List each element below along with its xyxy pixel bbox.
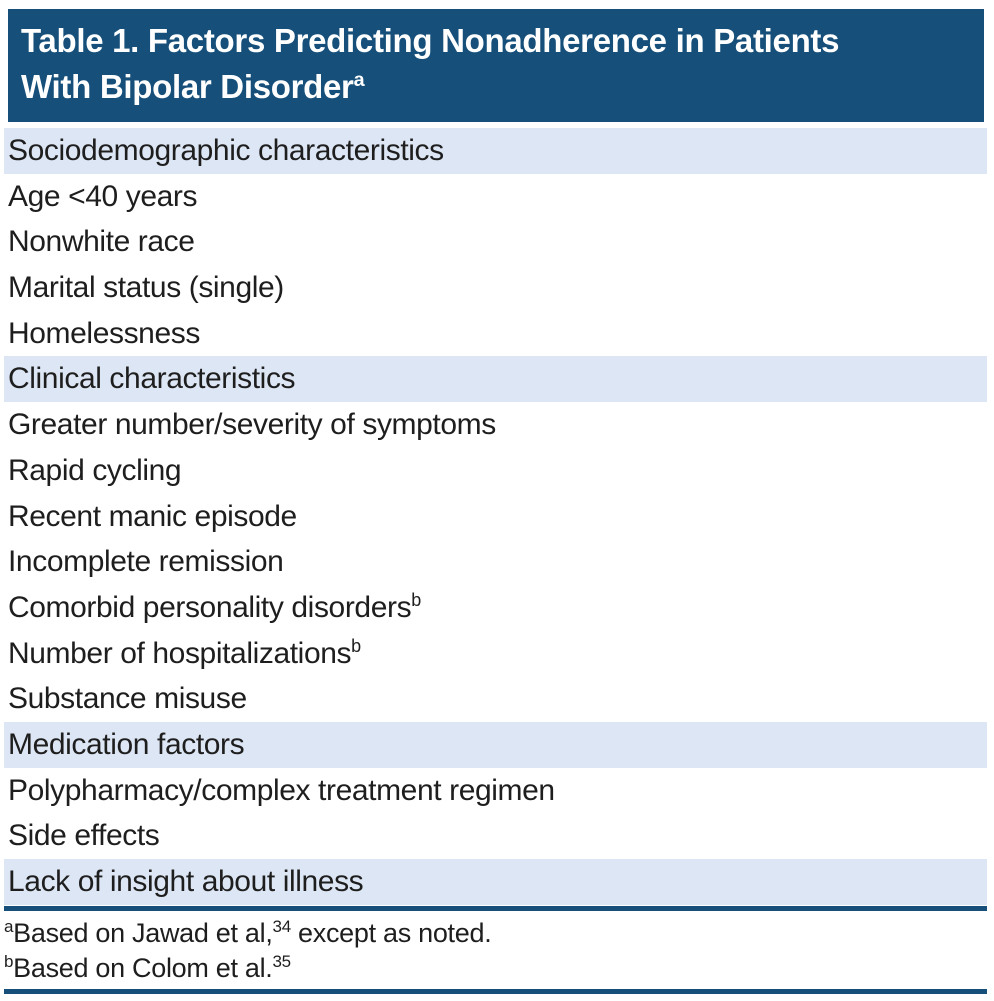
row-label: Greater number/severity of symptoms [8, 408, 496, 442]
table-body: Sociodemographic characteristics Age <40 … [4, 128, 987, 905]
reference-number: 34 [272, 917, 292, 936]
table-title: Table 1. Factors Predicting Nonadherence… [21, 18, 972, 110]
table-row: Marital status (single) [4, 265, 987, 311]
footnote-text-suffix: except as noted. [290, 918, 492, 948]
table-row: Rapid cycling [4, 448, 987, 494]
row-label: Clinical characteristics [8, 362, 296, 396]
table-row: Side effects [4, 813, 987, 859]
footnote-marker: a [4, 917, 14, 936]
row-label: Medication factors [8, 727, 245, 761]
row-label: Homelessness [8, 316, 200, 350]
footnote-marker: b [411, 589, 421, 610]
row-label: Nonwhite race [8, 225, 195, 259]
section-row: Lack of insight about illness [4, 859, 987, 905]
table-title-footnote-marker: a [353, 69, 365, 91]
row-label: Marital status (single) [8, 271, 284, 305]
section-row: Medication factors [4, 721, 987, 768]
row-label: Polypharmacy/complex treatment regimen [8, 773, 555, 807]
row-label: Side effects [8, 819, 160, 853]
row-label: Sociodemographic characteristics [8, 134, 444, 167]
table-row: Homelessness [4, 311, 987, 357]
footnote-text: Based on Colom et al. [13, 953, 273, 983]
footnote-line: aBased on Jawad et al,34 except as noted… [4, 916, 987, 951]
row-label: Lack of insight about illness [8, 865, 364, 898]
footnote-marker: b [4, 952, 14, 971]
table-row: Age <40 years [4, 174, 987, 220]
table-title-line2: With Bipolar Disorder [21, 68, 354, 105]
table-row: Recent manic episode [4, 494, 987, 540]
row-label: Substance misuse [8, 682, 247, 716]
table-row: Substance misuse [4, 676, 987, 722]
table-bottom-rule [4, 906, 987, 911]
footnotes: aBased on Jawad et al,34 except as noted… [4, 916, 987, 986]
figure-bottom-rule [4, 989, 987, 994]
reference-number: 35 [272, 952, 292, 971]
footnote-text: Based on Jawad et al, [13, 918, 273, 948]
table-title-line1: Table 1. Factors Predicting Nonadherence… [21, 22, 840, 59]
table-row: Number of hospitalizationsb [4, 631, 987, 677]
footnote-line: bBased on Colom et al.35 [4, 951, 987, 986]
row-label: Number of hospitalizations [8, 636, 352, 670]
table-row: Greater number/severity of symptoms [4, 402, 987, 448]
footnote-marker: b [351, 635, 361, 656]
table-row: Comorbid personality disordersb [4, 585, 987, 631]
table-title-bar: Table 1. Factors Predicting Nonadherence… [8, 9, 984, 122]
section-row: Clinical characteristics [4, 356, 987, 403]
section-row: Sociodemographic characteristics [4, 128, 987, 174]
row-label: Age <40 years [8, 179, 198, 213]
row-label: Incomplete remission [8, 545, 284, 579]
row-label: Rapid cycling [8, 453, 182, 487]
table-row: Incomplete remission [4, 539, 987, 585]
table-row: Nonwhite race [4, 219, 987, 265]
row-label: Comorbid personality disorders [8, 590, 412, 624]
row-label: Recent manic episode [8, 499, 297, 533]
table-row: Polypharmacy/complex treatment regimen [4, 768, 987, 814]
